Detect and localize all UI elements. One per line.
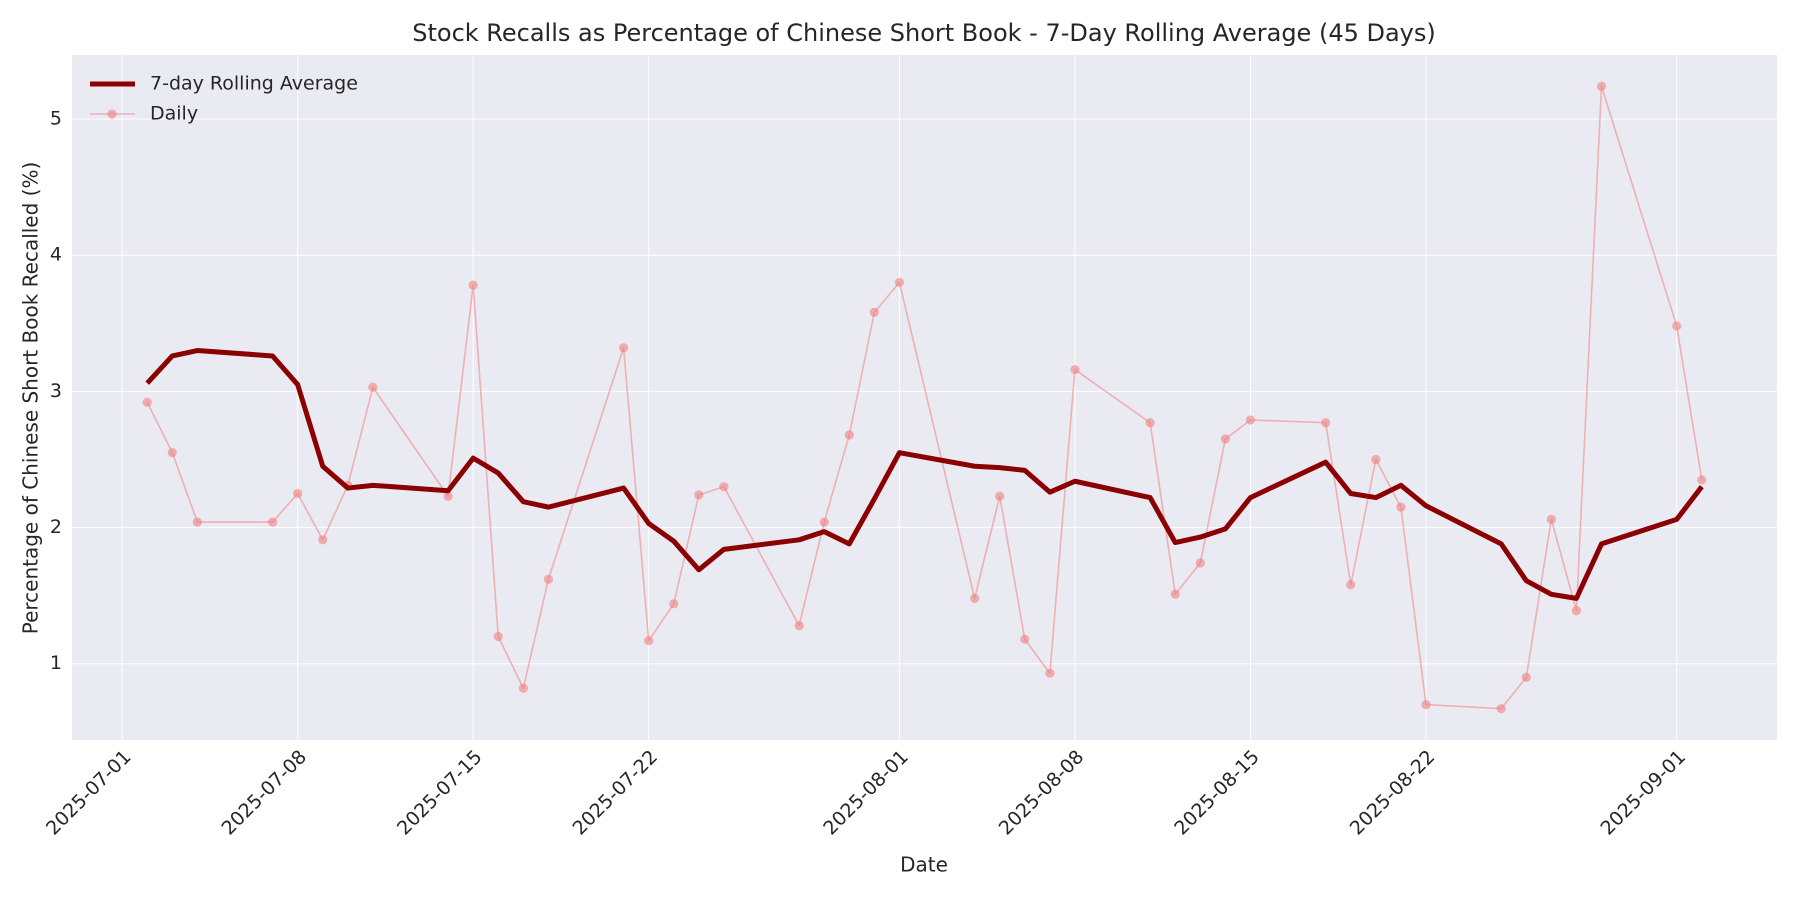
chart-title: Stock Recalls as Percentage of Chinese S… <box>412 19 1436 47</box>
point <box>1321 418 1331 428</box>
y-tick-label: 3 <box>50 380 62 402</box>
point <box>1195 558 1205 568</box>
point <box>493 631 503 642</box>
point <box>894 277 905 288</box>
x-tick-label: 2025-08-01 <box>819 746 913 840</box>
point <box>167 448 177 458</box>
point <box>1070 364 1080 375</box>
point <box>1045 668 1055 678</box>
point <box>543 574 553 584</box>
point <box>1571 606 1582 616</box>
plot-area <box>72 55 1777 740</box>
point <box>1546 514 1556 524</box>
point <box>1020 634 1030 644</box>
point <box>1421 699 1431 710</box>
point <box>1697 475 1707 485</box>
x-tick-label: 2025-07-01 <box>42 746 136 840</box>
point <box>318 535 328 545</box>
point <box>819 517 829 527</box>
point <box>869 307 879 317</box>
x-tick-label: 2025-07-15 <box>393 746 487 840</box>
point <box>192 517 202 527</box>
y-axis-label: Percentage of Chinese Short Book Recalle… <box>19 162 43 635</box>
point <box>1245 415 1256 425</box>
y-tick-label: 4 <box>50 244 62 266</box>
point <box>970 593 980 603</box>
point <box>1145 418 1155 428</box>
point <box>794 621 804 631</box>
point <box>1396 502 1406 512</box>
x-tick-label: 2025-07-08 <box>217 746 311 840</box>
point <box>1170 589 1180 599</box>
point <box>1672 321 1682 331</box>
y-tick-label: 1 <box>50 652 62 674</box>
point <box>267 517 278 527</box>
legend-marker <box>107 109 117 119</box>
point <box>468 280 478 290</box>
point <box>669 599 679 609</box>
point <box>1346 580 1356 590</box>
x-tick-label: 2025-08-15 <box>1170 746 1264 840</box>
point <box>368 382 378 392</box>
series-line <box>145 348 1704 601</box>
point <box>995 491 1005 501</box>
point <box>518 683 528 693</box>
point <box>1596 81 1607 91</box>
x-tick-label: 2025-09-01 <box>1596 746 1690 840</box>
legend-label: 7-day Rolling Average <box>150 73 358 95</box>
point <box>694 490 704 500</box>
point <box>619 343 629 353</box>
point <box>142 397 152 407</box>
y-tick-label: 2 <box>50 516 62 538</box>
x-tick-label: 2025-08-22 <box>1346 746 1440 840</box>
point <box>443 491 453 501</box>
point <box>644 635 654 646</box>
point <box>719 482 729 492</box>
legend-label: Daily <box>150 103 198 125</box>
point <box>1496 704 1506 714</box>
point <box>1521 672 1531 682</box>
x-axis-label: Date <box>900 853 948 877</box>
point <box>1371 454 1381 465</box>
point <box>1220 434 1230 444</box>
point <box>293 488 303 499</box>
x-tick-label: 2025-07-22 <box>568 746 662 840</box>
x-tick-label: 2025-08-08 <box>995 746 1089 840</box>
y-tick-label: 5 <box>50 108 62 130</box>
point <box>844 430 854 440</box>
